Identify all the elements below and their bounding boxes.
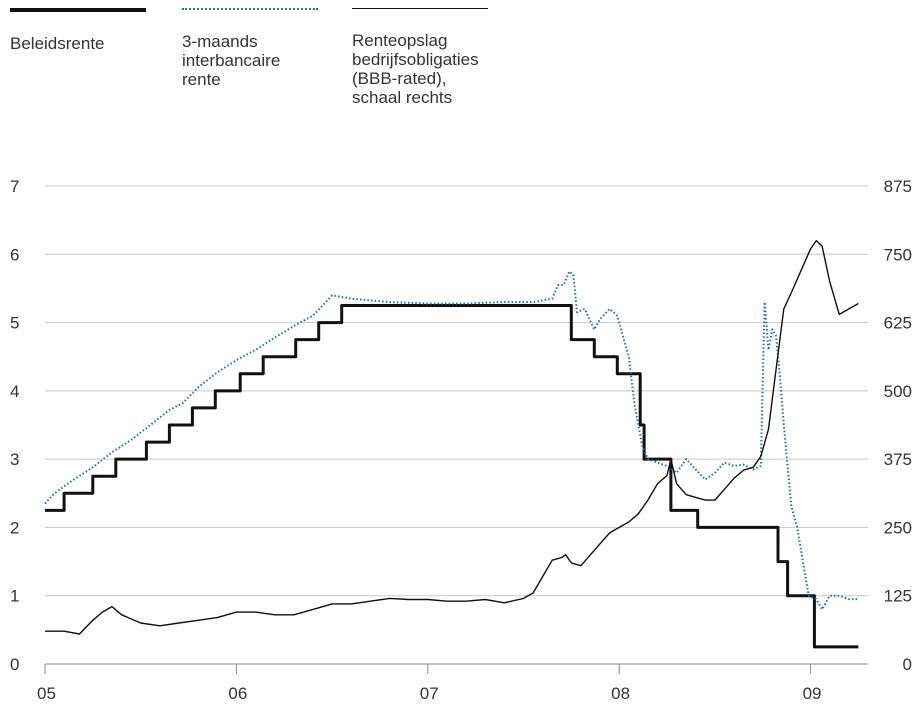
right-axis-ticks: 0 125 250 375 500 625 750 875	[884, 177, 912, 674]
y-right-tick-label: 375	[884, 450, 912, 469]
legend-swatch-thick-line	[10, 8, 146, 12]
x-tick-label: 05	[37, 684, 56, 703]
y-left-tick-label: 0	[10, 655, 19, 674]
series-line-renteopslag	[45, 239, 859, 635]
legend-item-beleidsrente: Beleidsrente	[10, 8, 146, 53]
y-right-tick-label: 0	[903, 655, 912, 674]
y-left-tick-label: 6	[10, 245, 19, 264]
y-right-tick-label: 750	[884, 245, 912, 264]
legend-label: Beleidsrente	[10, 34, 105, 53]
x-tick-label: 08	[611, 684, 630, 703]
y-right-tick-label: 500	[884, 382, 912, 401]
y-left-tick-label: 7	[10, 177, 19, 196]
y-left-tick-label: 4	[10, 382, 19, 401]
y-right-tick-label: 625	[884, 314, 912, 333]
legend-swatch-dotted-line	[182, 8, 318, 10]
y-left-tick-label: 2	[10, 518, 19, 537]
legend-label: 3-maands interbancaire rente	[182, 32, 281, 89]
y-left-tick-label: 3	[10, 450, 19, 469]
y-left-tick-label: 5	[10, 314, 19, 333]
series-lines	[44, 239, 859, 649]
x-tick-label: 06	[228, 684, 247, 703]
y-right-tick-label: 250	[884, 518, 912, 537]
y-right-tick-label: 875	[884, 177, 912, 196]
x-axis-ticks: 05 06 07 08 09	[37, 664, 822, 703]
legend-item-renteopslag: Renteopslag bedrijfsobligaties (BBB-rate…	[352, 8, 488, 107]
y-right-tick-label: 125	[884, 587, 912, 606]
x-tick-label: 07	[420, 684, 439, 703]
gridlines	[45, 185, 868, 665]
series-line-interbancaire-rente	[44, 270, 859, 611]
y-left-tick-label: 1	[10, 587, 19, 606]
legend-label: Renteopslag bedrijfsobligaties (BBB-rate…	[352, 31, 479, 107]
legend-item-interbancaire: 3-maands interbancaire rente	[182, 8, 318, 89]
x-tick-label: 09	[803, 684, 822, 703]
left-axis-ticks: 0 1 2 3 4 5 6 7	[10, 177, 19, 674]
series-line-beleidsrente	[45, 304, 859, 649]
legend-swatch-thin-line	[352, 8, 488, 9]
